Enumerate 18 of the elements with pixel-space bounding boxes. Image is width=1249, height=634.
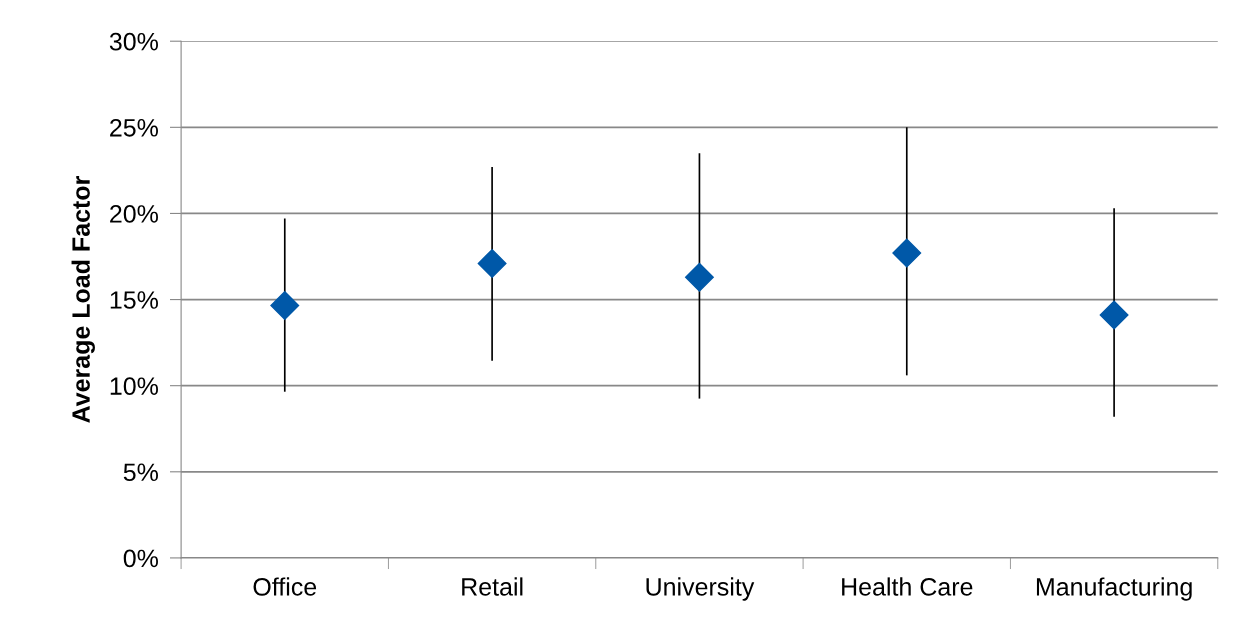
y-tick-label: 0% [123,549,158,568]
point [270,291,300,321]
point [892,238,922,268]
y-tick-label: 25% [110,118,158,137]
x-tick-label: Office [253,577,317,596]
point [477,248,507,278]
x-tick-label: Manufacturing [1036,577,1192,601]
x-tick-label: University [646,577,755,601]
point [1099,300,1129,330]
x-tick-label: Health Care [842,577,973,596]
y-tick-label: 20% [110,205,158,223]
y-tick-label: 5% [123,463,158,482]
x-tick-label: Retail [462,577,523,596]
y-axis-title: Average Load Factor [71,176,95,423]
y-tick-label: 15% [110,291,158,309]
y-tick-label: 10% [110,377,158,395]
point [684,262,714,292]
y-tick-label: 30% [109,32,158,51]
